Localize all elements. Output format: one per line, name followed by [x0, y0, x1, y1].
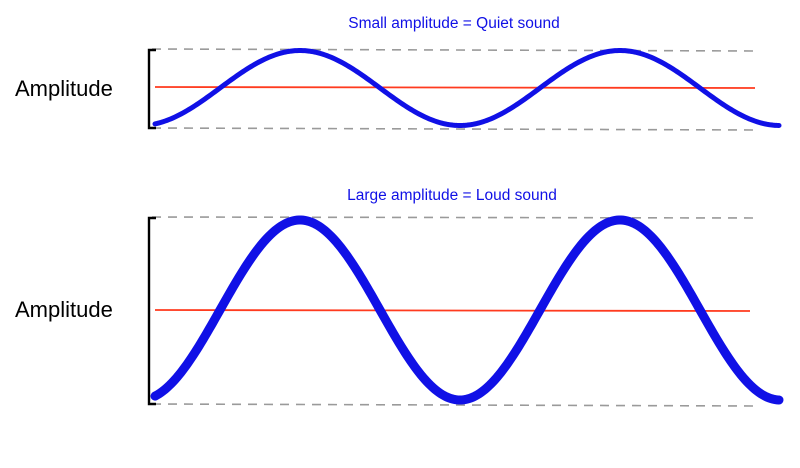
upper-limit-line — [151, 48, 756, 52]
loud-sound-panel: Large amplitude = Loud sound Amplitude — [15, 187, 784, 407]
loud-sound-wave — [150, 215, 784, 405]
baseline — [154, 86, 756, 89]
amplitude-label: Amplitude — [15, 297, 113, 322]
quiet-sound-wave — [152, 48, 782, 128]
amplitude-bracket — [147, 216, 156, 406]
lower-limit-line — [151, 127, 756, 131]
lower-limit-line — [151, 403, 756, 407]
loud-sound-title: Large amplitude = Loud sound — [347, 187, 557, 204]
amplitude-label: Amplitude — [15, 76, 113, 101]
baseline — [154, 309, 751, 312]
quiet-sound-title: Small amplitude = Quiet sound — [348, 15, 560, 32]
upper-limit-line — [151, 216, 756, 219]
quiet-sound-panel: Small amplitude = Quiet sound Amplitude — [15, 15, 782, 131]
amplitude-bracket — [147, 48, 156, 130]
